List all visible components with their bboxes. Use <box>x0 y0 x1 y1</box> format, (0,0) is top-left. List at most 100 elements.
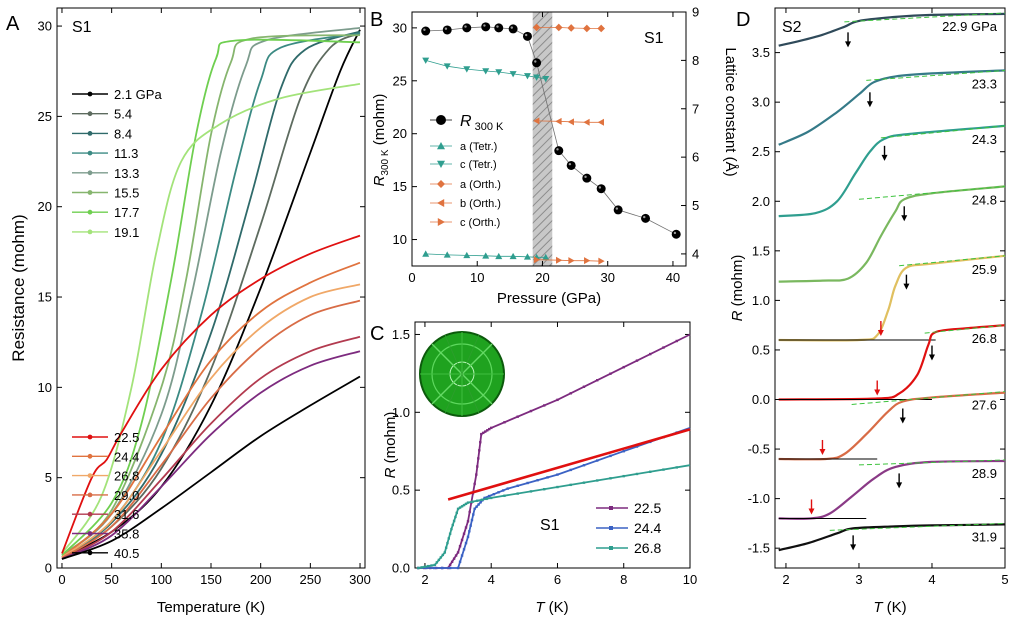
x-tick-label: 40 <box>666 270 680 285</box>
x-tick-label: 10 <box>683 572 697 587</box>
legend-label: c (Orth.) <box>460 217 500 229</box>
panel-c-ylabel: R (mohm) <box>382 412 399 479</box>
panel-b-chart: 0 10 20 30 40 10 15 20 25 30 4 5 6 7 8 9 R 300 K a (Tetr… <box>371 5 739 308</box>
data-point-22.5 <box>649 352 652 356</box>
data-point-a_tetr <box>509 252 517 260</box>
legend-label: a (Tetr.) <box>460 141 497 153</box>
data-point-22.5 <box>452 557 456 560</box>
y-tick-label: -1.0 <box>748 491 770 506</box>
data-point-24.4 <box>448 566 452 570</box>
legend-marker <box>87 170 93 176</box>
data-point-a_tetr <box>463 251 471 259</box>
data-point-a_tetr <box>443 251 451 258</box>
y-tick-label-right: 4 <box>692 246 699 261</box>
data-point-22.5 <box>622 365 625 369</box>
panel-label-d: D <box>736 9 750 31</box>
data-point-26.8 <box>456 507 460 511</box>
x-tick-label: 100 <box>150 572 172 587</box>
legend-marker <box>437 180 445 188</box>
y-tick-label: 0.0 <box>752 392 770 407</box>
data-point-highlight <box>483 24 486 27</box>
data-point-24.4 <box>488 494 491 498</box>
pressure-label: 31.9 <box>972 529 997 544</box>
y-tick-label: 30 <box>38 19 52 34</box>
x-tick-label: 250 <box>300 572 322 587</box>
x-tick-label: 5 <box>1001 572 1008 587</box>
data-point-c_tetr <box>443 63 451 70</box>
y-tick-label-left: 25 <box>393 73 407 88</box>
data-point-26.8 <box>503 494 506 497</box>
legend-marker <box>87 131 93 136</box>
data-point-26.8 <box>460 505 464 508</box>
data-point-c_tetr <box>482 68 490 75</box>
data-point-a_tetr <box>523 253 531 260</box>
series-line-29.0 <box>61 299 361 559</box>
panel-label-a: A <box>6 13 20 35</box>
data-point-22.5 <box>473 482 476 486</box>
data-point-26.8 <box>485 497 488 501</box>
data-point-24.4 <box>569 468 572 472</box>
onset-arrow-head <box>901 215 908 222</box>
legend-marker <box>87 434 93 440</box>
x-tick-label: 150 <box>200 572 222 587</box>
data-point-a_orth <box>567 24 575 32</box>
data-point-24.4 <box>536 478 539 482</box>
normal-state-fit-line <box>924 324 1006 334</box>
data-point-26.8 <box>430 564 433 567</box>
data-point-24.4 <box>466 535 470 539</box>
x-tick-label: 2 <box>782 572 789 587</box>
data-point-26.8 <box>516 492 519 495</box>
panel-c-plot: 2 4 6 8 10 0.0 0.5 1.0 1.5 <box>392 322 697 587</box>
y-tick-label: 0.5 <box>392 483 410 498</box>
panel-d-sample: S2 <box>782 19 802 36</box>
x-tick-label: 4 <box>928 572 935 587</box>
normal-state-fit-line <box>866 69 1006 81</box>
legend-label: 5.4 <box>114 107 132 122</box>
data-point-24.4 <box>479 501 482 504</box>
data-point-22.5 <box>478 449 481 452</box>
data-point-a_tetr <box>422 250 430 257</box>
data-point-highlight <box>423 28 426 31</box>
data-point-26.8 <box>662 468 665 471</box>
data-point-26.8 <box>427 564 430 568</box>
y-tick-label: -1.5 <box>748 541 770 556</box>
data-point-c_tetr <box>495 69 503 76</box>
legend-marker <box>87 492 93 498</box>
normal-state-fit-line <box>858 185 1006 200</box>
pressure-label: 28.9 <box>972 466 997 481</box>
data-point-a_orth <box>583 24 591 33</box>
data-point-26.8 <box>543 488 546 491</box>
data-point-22.5 <box>448 563 452 567</box>
data-point-22.5 <box>582 385 586 388</box>
data-point-22.5 <box>569 392 572 395</box>
data-point-R300K <box>671 229 681 239</box>
data-point-26.8 <box>433 563 437 567</box>
legend-label: 2.1 GPa <box>114 87 162 102</box>
series-line-23.3 <box>778 69 1006 146</box>
data-point-26.8 <box>464 502 468 506</box>
normal-state-fit-line <box>899 255 1006 267</box>
data-point-22.5 <box>460 538 464 542</box>
data-point-R300K <box>582 173 592 183</box>
data-point-R300K <box>566 160 576 170</box>
data-point-24.4 <box>497 491 500 494</box>
data-point-22.5 <box>476 465 479 468</box>
data-point-R300K <box>442 25 452 35</box>
legend-marker <box>436 115 446 125</box>
data-point-highlight <box>496 25 499 28</box>
data-point-26.8 <box>435 561 439 564</box>
data-point-24.4 <box>468 530 471 533</box>
series-line-22.5 <box>61 234 361 554</box>
fit-line <box>447 428 691 501</box>
pressure-label: 25.9 <box>972 262 997 277</box>
onset-arrow-head <box>881 154 888 161</box>
series-line-22.5 <box>418 333 691 569</box>
legend-label: a (Orth.) <box>460 179 501 191</box>
data-point-c_tetr <box>523 73 531 80</box>
data-point-24.4 <box>470 518 474 522</box>
data-point-26.8 <box>450 527 453 531</box>
data-point-26.8 <box>490 496 493 500</box>
data-point-highlight <box>584 175 587 179</box>
pressure-label: 27.6 <box>972 398 997 413</box>
